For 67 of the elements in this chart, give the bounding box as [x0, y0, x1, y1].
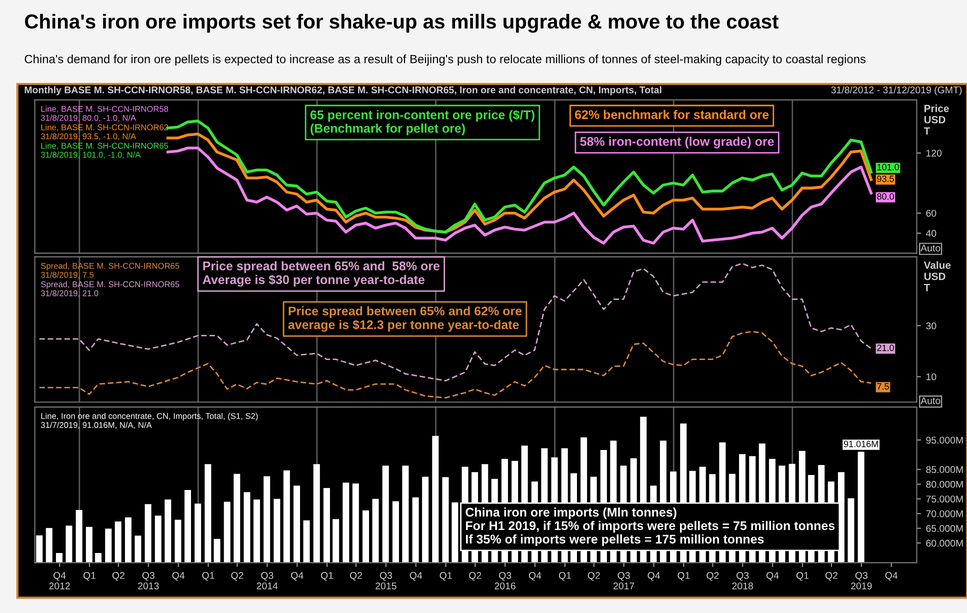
- x-tick-label: Q4: [410, 572, 422, 581]
- series-label: Line, BASE M. SH-CCN-IRNOR62 31/8/2019, 93.5, -1.0, N/A: [40, 124, 168, 140]
- x-tick-label: Q3 2015: [376, 572, 396, 590]
- x-tick-label: Q2: [825, 572, 838, 581]
- annotation: 65 percent iron-content ore price ($/T) (Benchmark for pellet ore): [310, 110, 534, 136]
- x-tick-label: Q4: [528, 572, 542, 581]
- x-tick-label: Q4: [291, 572, 304, 581]
- x-tick-label: Q3 2013: [138, 572, 159, 590]
- x-tick-label: Q3 2014: [256, 572, 278, 590]
- data-label: 80.0: [877, 193, 894, 200]
- data-label: 93.5: [877, 176, 894, 182]
- x-tick-label: Q3 2016: [494, 572, 516, 590]
- annotation: 58% iron-content (low grade) ore: [580, 136, 774, 148]
- annotation: 62% benchmark for standard ore: [574, 110, 769, 120]
- text: Monthly BASE M. SH-CCN-IRNOR58, BASE M. SH-CCN-IRNOR62, BASE M. SH-CCN-IRNOR65, Iron ore and concentrate, CN, Imports, Total: [24, 86, 662, 96]
- x-tick-label: Q3 2019: [851, 572, 872, 590]
- x-tick-label: Q1: [796, 572, 808, 581]
- x-tick-label: Q2: [706, 572, 719, 581]
- text: Auto: [920, 397, 940, 404]
- text: 31/8/2012 - 31/12/2019 (GMT): [831, 86, 962, 96]
- chart-subtitle: China's demand for iron ore pellets is expected to increase as a result of Beijing's push to relocate millions of tonnes of steel-making capacity to coastal regions: [24, 54, 866, 66]
- x-tick-label: Q2: [112, 572, 124, 581]
- x-tick-label: Q1: [202, 572, 214, 581]
- x-tick-label: Q1: [83, 572, 96, 581]
- text: Auto: [920, 244, 940, 252]
- y-tick-label: 80.000M: [926, 480, 963, 488]
- x-tick-label: Q4: [172, 572, 185, 581]
- y-axis-title: Price USD T: [924, 104, 949, 135]
- data-label: 91.016M: [844, 440, 878, 448]
- x-tick-label: Q3 2017: [614, 572, 634, 590]
- x-tick-label: Q4: [885, 572, 898, 581]
- data-label: 21.0: [877, 344, 894, 352]
- text: Line, BASE M. SH-CCN-IRNOR58 31/8/2019, 80.0, -1.0, N/A: [40, 106, 168, 122]
- x-tick-label: Q2: [588, 572, 600, 581]
- x-tick-label: Q2: [469, 572, 482, 581]
- x-tick-label: Q2: [231, 572, 244, 581]
- x-tick-label: Q4: [648, 572, 660, 581]
- y-tick-label: 70.000M: [926, 510, 963, 518]
- chart-title: China's iron ore imports set for shake-up as mills upgrade & move to the coast: [25, 14, 778, 33]
- annotation: Price spread between 65% and 62% ore average is $12.3 per tonne year-to-date: [288, 306, 522, 332]
- y-tick-label: 30: [926, 322, 936, 330]
- annotation: China iron ore imports (Mln tonnes) For H1 2019, if 15% of imports were pellets = 75 million tonnes If 35% of imports were pellets = 175 million tonnes: [466, 507, 835, 546]
- text: Spread, BASE M. SH-CCN-IRNOR65 31/8/2019, 21.0: [40, 281, 180, 298]
- annotation: Price spread between 65% and 58% ore Average is $30 per tonne year-to-date: [202, 261, 440, 287]
- y-tick-label: 75.000M: [926, 496, 963, 502]
- y-tick-label: 60.000M: [926, 540, 963, 547]
- text: Line, Iron ore and concentrate, CN, Imports, Total, (S1, S2) 31/7/2019, 91.016M, N/A, N/A: [40, 412, 258, 429]
- y-tick-label: 40: [926, 230, 936, 237]
- series-label: Line, BASE M. SH-CCN-IRNOR65 31/8/2019, 101.0, -1.0, N/A: [40, 142, 168, 159]
- y-tick-label: 95.000M: [926, 436, 963, 444]
- y-tick-label: 120: [926, 150, 942, 157]
- x-tick-label: Q3 2018: [732, 572, 754, 590]
- y-axis-title: Value USD T: [924, 261, 951, 292]
- x-tick-label: Q2: [350, 572, 362, 581]
- y-tick-label: 10: [926, 373, 936, 380]
- y-tick-label: 60: [926, 210, 936, 217]
- x-tick-label: Q4: [766, 572, 779, 581]
- x-tick-label: Q4 2012: [49, 572, 70, 590]
- y-tick-label: 85.000M: [926, 466, 963, 474]
- data-label: 101.0: [877, 164, 899, 170]
- text: Spread, BASE M. SH-CCN-IRNOR65 31/8/2019, 7.5: [40, 262, 180, 279]
- y-tick-label: 65.000M: [926, 525, 963, 532]
- x-tick-label: Q1: [440, 572, 452, 581]
- data-label: 7.5: [877, 383, 889, 390]
- x-tick-label: Q1: [321, 572, 334, 581]
- x-tick-label: Q1: [678, 572, 690, 581]
- x-tick-label: Q1: [558, 572, 571, 581]
